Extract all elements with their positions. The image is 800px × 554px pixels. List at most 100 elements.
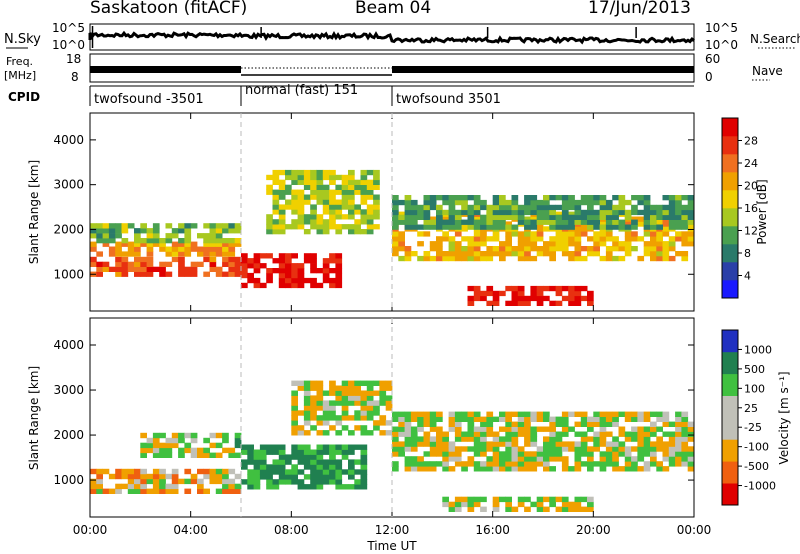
heatmap-cell: [473, 501, 481, 508]
heatmap-cell: [454, 496, 462, 503]
heatmap-cell: [429, 241, 437, 247]
heatmap-cell: [612, 421, 619, 427]
heatmap-cell: [322, 430, 330, 436]
heatmap-cell: [580, 226, 588, 232]
heatmap-cell: [442, 466, 449, 472]
heatmap-cell: [687, 241, 695, 247]
heatmap-cell: [134, 256, 141, 263]
heatmap-cell: [108, 233, 116, 239]
heatmap-cell: [524, 216, 531, 222]
nave-bottom-tick: 0: [705, 70, 713, 84]
heatmap-cell: [310, 454, 317, 460]
heatmap-cell: [272, 219, 280, 225]
heatmap-cell: [348, 214, 355, 220]
heatmap-cell: [536, 236, 544, 242]
heatmap-cell: [190, 271, 198, 277]
heatmap-cell: [675, 204, 682, 211]
heatmap-cell: [656, 411, 663, 417]
heatmap-cell: [335, 444, 343, 450]
heatmap-cell: [631, 456, 638, 462]
heatmap-cell: [681, 231, 689, 237]
heatmap-cell: [316, 400, 324, 406]
heatmap-cell: [272, 199, 280, 205]
heatmap-cell: [360, 179, 368, 185]
heatmap-cell: [442, 451, 449, 457]
heatmap-cell: [530, 431, 538, 437]
heatmap-cell: [341, 204, 349, 210]
heatmap-cell: [650, 236, 657, 242]
colorbar-tick-label: 12: [744, 225, 758, 238]
heatmap-cell: [618, 441, 626, 447]
heatmap-cell: [549, 456, 556, 462]
heatmap-cell: [184, 488, 192, 494]
heatmap-cell: [259, 282, 267, 289]
y-tick-label: 1000: [53, 473, 84, 487]
heatmap-cell: [410, 436, 418, 442]
heatmap-cell: [184, 432, 192, 439]
heatmap-cell: [96, 478, 103, 485]
heatmap-cell: [561, 204, 569, 211]
heatmap-cell: [448, 214, 456, 220]
heatmap-cell: [203, 488, 210, 494]
heatmap-cell: [322, 194, 330, 200]
heatmap-cell: [291, 454, 298, 460]
heatmap-cell: [127, 266, 135, 272]
heatmap-cell: [417, 466, 424, 472]
heatmap-cell: [278, 204, 286, 210]
heatmap-cell: [90, 483, 97, 490]
heatmap-cell: [656, 224, 663, 230]
heatmap-cell: [291, 268, 298, 274]
heatmap-cell: [247, 484, 254, 490]
heatmap-cell: [675, 421, 682, 427]
heatmap-cell: [461, 501, 468, 508]
heatmap-cell: [561, 214, 569, 220]
heatmap-cell: [568, 441, 575, 447]
heatmap-cell: [316, 474, 324, 480]
heatmap-cell: [442, 219, 449, 225]
heatmap-cell: [272, 479, 280, 485]
heatmap-cell: [285, 263, 292, 269]
heatmap-cell: [297, 199, 305, 205]
heatmap-cell: [285, 184, 292, 190]
colorbar-tick-label: -100: [744, 441, 769, 454]
heatmap-cell: [668, 209, 676, 216]
heatmap-cell: [335, 258, 343, 264]
heatmap-cell: [329, 199, 336, 205]
heatmap-cell: [310, 395, 317, 401]
heatmap-cell: [480, 436, 487, 442]
heatmap-cell: [404, 421, 412, 427]
heatmap-cell: [429, 219, 437, 225]
heatmap-cell: [675, 219, 682, 225]
heatmap-cell: [247, 474, 254, 480]
heatmap-cell: [574, 446, 582, 452]
heatmap-cell: [184, 468, 192, 475]
heatmap-cell: [505, 446, 512, 452]
heatmap-cell: [486, 236, 494, 242]
heatmap-cell: [480, 199, 487, 206]
heatmap-cell: [517, 204, 525, 211]
heatmap-cell: [115, 266, 122, 272]
heatmap-cell: [568, 219, 575, 225]
heatmap-cell: [467, 496, 475, 503]
heatmap-cell: [134, 261, 141, 267]
heatmap-cell: [379, 430, 387, 436]
heatmap-cell: [637, 255, 645, 262]
heatmap-cell: [322, 224, 330, 230]
heatmap-cell: [675, 236, 682, 242]
heatmap-cell: [297, 263, 305, 269]
y-tick-label: 4000: [53, 133, 84, 147]
heatmap-cell: [505, 231, 512, 237]
heatmap-cell: [631, 436, 638, 442]
heatmap-cell: [108, 251, 116, 257]
heatmap-cell: [662, 441, 670, 447]
heatmap-cell: [329, 282, 336, 289]
heatmap-cell: [354, 219, 361, 225]
heatmap-cell: [222, 251, 229, 257]
heatmap-cell: [278, 194, 286, 200]
heatmap-cell: [436, 461, 443, 467]
colorbar-tick-label: -1000: [744, 480, 776, 493]
heatmap-cell: [373, 209, 380, 215]
heatmap-cell: [442, 501, 449, 508]
heatmap-cell: [574, 219, 582, 225]
heatmap-cell: [429, 195, 437, 201]
